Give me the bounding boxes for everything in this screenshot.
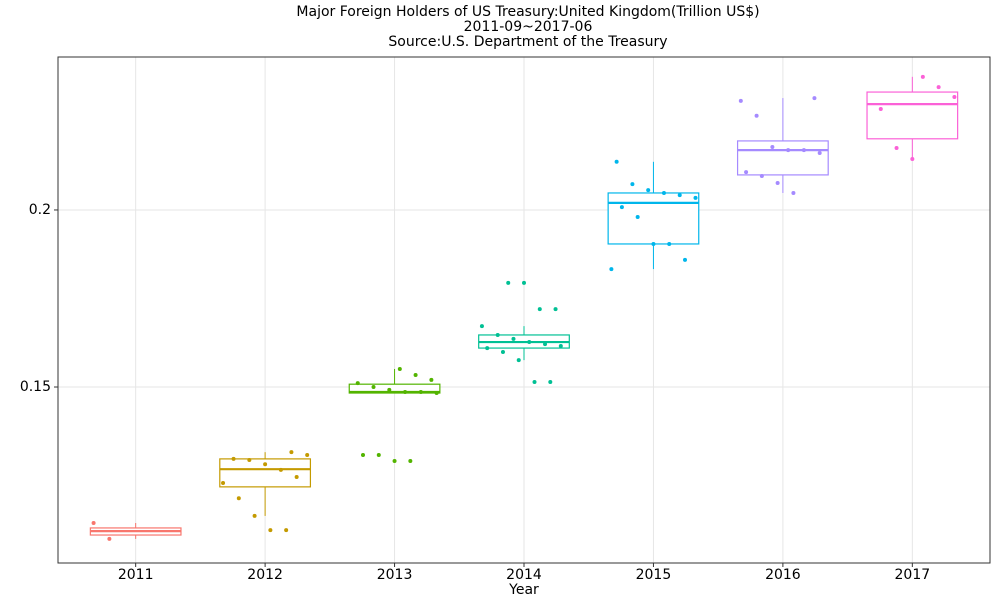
box	[219, 458, 312, 488]
point	[221, 480, 226, 485]
x-tick-label: 2016	[765, 567, 801, 583]
chart-subtitle: 2011-09~2017-06	[464, 19, 593, 35]
point	[651, 241, 656, 246]
point	[236, 496, 241, 501]
x-axis-title: Year	[508, 582, 539, 598]
point	[387, 387, 392, 392]
point	[284, 528, 289, 533]
point	[910, 156, 915, 161]
point	[791, 190, 796, 195]
point	[537, 307, 542, 312]
point	[812, 96, 817, 101]
point	[371, 385, 376, 390]
point	[418, 389, 423, 394]
point	[801, 148, 806, 153]
point	[305, 453, 310, 458]
point	[754, 113, 759, 118]
point	[614, 159, 619, 164]
point	[403, 389, 408, 394]
point	[247, 457, 252, 462]
point	[397, 366, 402, 371]
point	[878, 107, 883, 112]
chart-title: Major Foreign Holders of US Treasury:Uni…	[296, 4, 759, 20]
point	[506, 280, 511, 285]
x-tick-label: 2011	[118, 567, 154, 583]
point	[278, 467, 283, 472]
point	[91, 520, 96, 525]
point	[107, 536, 112, 541]
point	[677, 193, 682, 198]
point	[936, 85, 941, 90]
point	[231, 456, 236, 461]
point	[770, 144, 775, 149]
point	[786, 148, 791, 153]
point	[548, 380, 553, 385]
point	[500, 349, 505, 354]
point	[516, 358, 521, 363]
point	[413, 372, 418, 377]
point	[630, 182, 635, 187]
point	[408, 459, 413, 464]
point	[682, 257, 687, 262]
x-tick-label: 2014	[506, 567, 542, 583]
point	[495, 332, 500, 337]
point	[294, 474, 299, 479]
point	[619, 205, 624, 210]
y-tick-label: 0.15	[20, 379, 51, 395]
point	[553, 307, 558, 312]
point	[558, 343, 563, 348]
x-tick-label: 2017	[895, 567, 931, 583]
point	[744, 170, 749, 175]
point	[376, 453, 381, 458]
point	[263, 462, 268, 467]
point	[667, 241, 672, 246]
point	[429, 377, 434, 382]
point	[817, 150, 822, 155]
point	[894, 146, 899, 151]
point	[361, 453, 366, 458]
point	[532, 380, 537, 385]
x-tick-label: 2012	[247, 567, 283, 583]
point	[646, 188, 651, 193]
point	[527, 340, 532, 345]
plot-border	[57, 56, 991, 564]
point	[434, 391, 439, 396]
point	[661, 190, 666, 195]
point	[693, 195, 698, 200]
point	[759, 173, 764, 178]
point	[252, 513, 257, 518]
x-tick-label: 2015	[636, 567, 672, 583]
chart-source: Source:U.S. Department of the Treasury	[388, 34, 667, 50]
point	[522, 280, 526, 285]
x-tick-label: 2013	[377, 567, 413, 583]
point	[485, 346, 490, 351]
y-tick-label: 0.2	[29, 202, 51, 218]
point	[392, 459, 397, 464]
point	[738, 98, 743, 103]
point	[635, 215, 640, 220]
point	[543, 342, 548, 347]
point	[609, 267, 614, 272]
point	[920, 74, 925, 79]
box	[607, 192, 700, 245]
point	[511, 336, 516, 341]
point	[268, 528, 273, 533]
box	[866, 91, 959, 140]
point	[952, 95, 957, 100]
point	[355, 381, 360, 386]
point	[775, 181, 780, 186]
point	[289, 450, 294, 455]
point	[479, 324, 484, 329]
box	[736, 140, 829, 176]
